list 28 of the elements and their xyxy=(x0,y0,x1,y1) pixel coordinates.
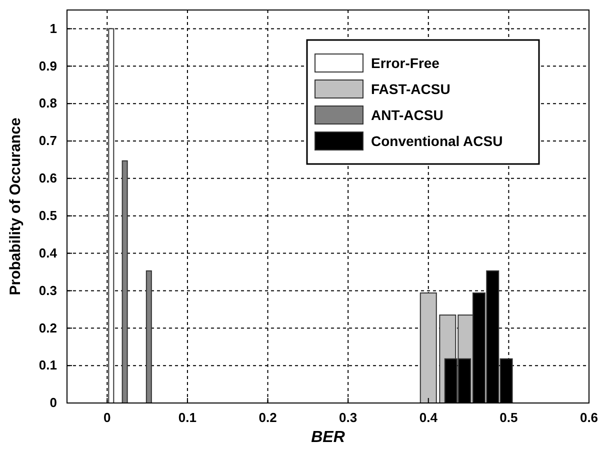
x-tick-label: 0.5 xyxy=(500,410,518,426)
y-tick-label: 0.8 xyxy=(38,96,57,111)
x-tick-label: 0.1 xyxy=(178,410,196,426)
bar xyxy=(108,28,114,404)
y-axis-title: Probability of Occurance xyxy=(7,118,24,296)
bar xyxy=(146,270,152,404)
legend-label: ANT-ACSU xyxy=(371,107,444,123)
x-tick-label: 0.2 xyxy=(258,410,277,426)
bar xyxy=(420,292,437,404)
y-tick-label: 0.4 xyxy=(38,245,58,260)
x-axis-title: BER xyxy=(311,429,346,446)
x-tick-label: 0.6 xyxy=(580,410,598,426)
y-tick-label: 0.3 xyxy=(38,282,57,298)
y-tick-label: 0.1 xyxy=(38,358,57,373)
y-tick-label: 0.6 xyxy=(38,170,57,186)
y-tick-label: 1 xyxy=(50,20,57,36)
legend-label: Error-Free xyxy=(371,55,440,71)
legend-label: Conventional ACSU xyxy=(371,133,503,149)
x-tick-label: 0.3 xyxy=(339,410,358,426)
x-tick-label: 0.4 xyxy=(419,410,438,426)
y-tick-label: 0 xyxy=(50,395,57,410)
x-tick-label: 0 xyxy=(104,410,111,426)
y-tick-label: 0.2 xyxy=(38,320,57,336)
y-tick-label: 0.5 xyxy=(38,208,57,224)
y-tick-label: 0.7 xyxy=(38,133,57,148)
bar xyxy=(122,160,128,404)
legend-label: FAST-ACSU xyxy=(371,81,450,97)
y-tick-label: 0.9 xyxy=(38,58,57,74)
